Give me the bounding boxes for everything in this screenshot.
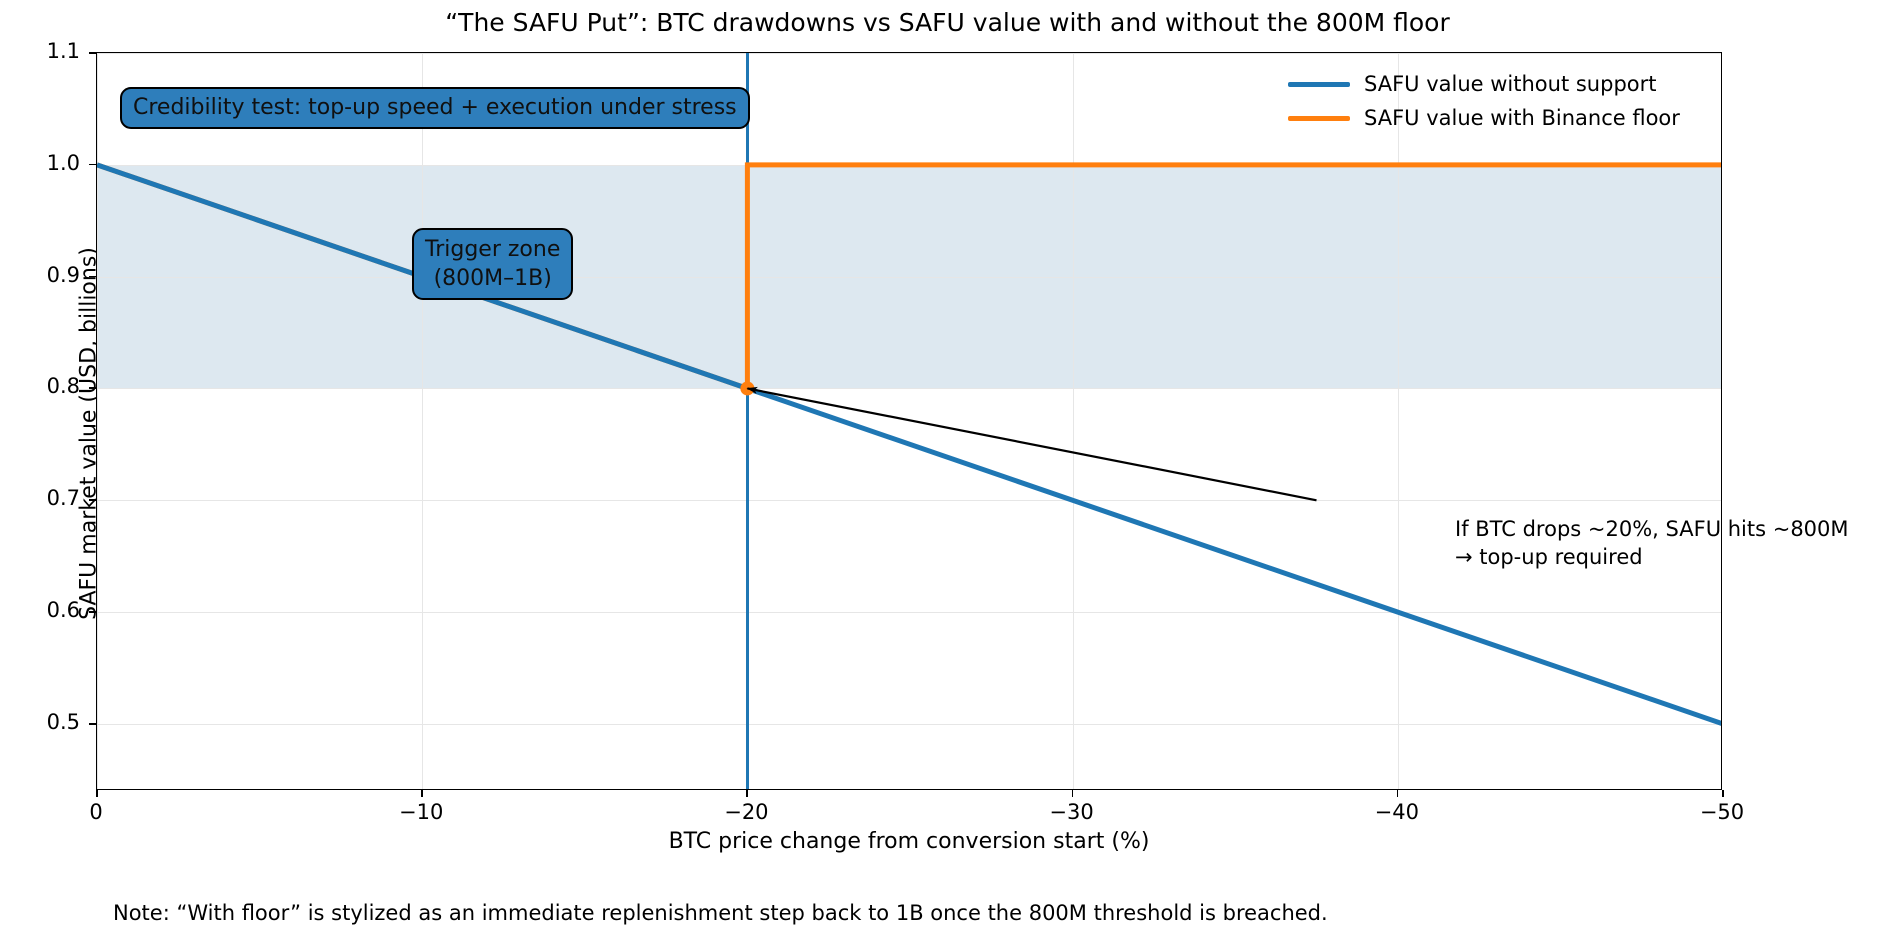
y-tick-mark: [89, 387, 96, 390]
annotation-credibility-test: Credibility test: top-up speed + executi…: [120, 87, 750, 129]
y-tick-mark: [89, 499, 96, 501]
x-tick-mark: [1071, 790, 1074, 797]
gridline-y: [97, 53, 1721, 54]
y-tick-mark: [89, 52, 96, 54]
y-tick-label: 0.8: [46, 374, 80, 399]
series-line-with-floor: [97, 162, 1721, 392]
legend-swatch-blue: [1288, 81, 1350, 87]
gridline-x: [422, 53, 424, 789]
gridline-y: [97, 500, 1721, 502]
annotation-trigger-zone: Trigger zone (800M–1B): [412, 228, 574, 300]
y-tick-mark: [89, 722, 96, 725]
y-tick-mark: [89, 275, 96, 278]
footer-note: Note: “With floor” is stylized as an imm…: [113, 901, 1328, 925]
x-tick-mark: [96, 790, 98, 797]
y-tick-label: 1.1: [46, 39, 80, 63]
x-axis-label: BTC price change from conversion start (…: [668, 829, 1150, 854]
y-tick-label: 0.7: [46, 486, 80, 511]
gridline-y: [97, 612, 1721, 614]
legend-label-with-floor: SAFU value with Binance floor: [1364, 105, 1680, 130]
gridline-y: [97, 276, 1721, 278]
x-tick-mark: [746, 790, 748, 797]
x-tick-label: 0: [89, 800, 103, 824]
gridline-x: [1072, 53, 1074, 789]
gridline-y: [97, 723, 1721, 725]
series-lines: [97, 162, 1721, 726]
x-tick-label: −50: [1699, 800, 1745, 824]
y-tick-mark: [89, 611, 96, 613]
x-tick-label: −10: [399, 800, 444, 824]
x-tick-label: −30: [1049, 800, 1094, 824]
annotation-arrow: [746, 386, 1317, 502]
y-tick-label: 0.5: [46, 709, 80, 734]
x-tick-label: −40: [1374, 800, 1419, 824]
gridline-y: [97, 388, 1721, 390]
x-tick-label: −20: [724, 800, 769, 824]
gridline-x: [97, 53, 98, 789]
legend-item-with-floor: SAFU value with Binance floor: [1288, 104, 1722, 132]
y-tick-label: 1.0: [46, 150, 80, 175]
legend-item-without-support: SAFU value without support: [1288, 70, 1722, 98]
series-line-without-support: [97, 162, 1721, 726]
x-tick-mark: [421, 790, 423, 797]
page-title: “The SAFU Put”: BTC drawdowns vs SAFU va…: [445, 8, 1450, 37]
y-tick-label: 0.6: [46, 598, 80, 623]
x-tick-mark: [1722, 790, 1724, 797]
legend-swatch-orange: [1288, 115, 1350, 121]
legend: SAFU value without support SAFU value wi…: [1288, 64, 1722, 132]
legend-label-without-support: SAFU value without support: [1364, 71, 1657, 96]
annotation-btc-drop: If BTC drops ~20%, SAFU hits ~800M → top…: [1455, 517, 1849, 569]
trigger-threshold-line: [745, 53, 749, 789]
y-tick-mark: [89, 163, 96, 166]
plot-area: [96, 52, 1722, 790]
y-tick-label: 0.9: [46, 262, 80, 287]
gridline-x: [1397, 53, 1399, 789]
x-tick-mark: [1396, 790, 1399, 797]
